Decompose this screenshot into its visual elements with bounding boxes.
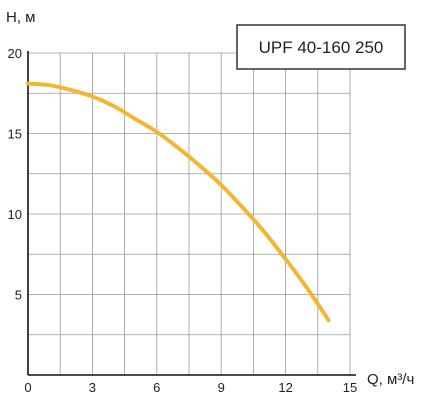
x-tick-label: 9 <box>218 380 225 395</box>
y-tick-label: 10 <box>8 207 22 222</box>
y-tick-label: 5 <box>15 288 22 303</box>
tick-labels: 0 3 6 9 12 15 5 10 15 20 <box>8 46 358 395</box>
title-box: UPF 40-160 250 <box>236 24 406 70</box>
series-line <box>26 81 331 323</box>
x-tick-label: 3 <box>89 380 96 395</box>
y-tick-label: 15 <box>8 127 22 142</box>
axes <box>27 51 356 376</box>
x-tick-label: 15 <box>343 380 357 395</box>
y-axis-label: H, м <box>6 9 35 26</box>
x-tick-label: 12 <box>278 380 292 395</box>
title-box-frame <box>236 24 406 70</box>
x-tick-label: 6 <box>153 380 160 395</box>
series-layer <box>26 81 331 323</box>
grid <box>28 52 351 375</box>
x-axis-label: Q, м³/ч <box>367 371 414 388</box>
x-tick-label: 0 <box>24 380 31 395</box>
chart-title: UPF 40-160 250 <box>259 38 384 57</box>
y-tick-label: 20 <box>8 46 22 61</box>
